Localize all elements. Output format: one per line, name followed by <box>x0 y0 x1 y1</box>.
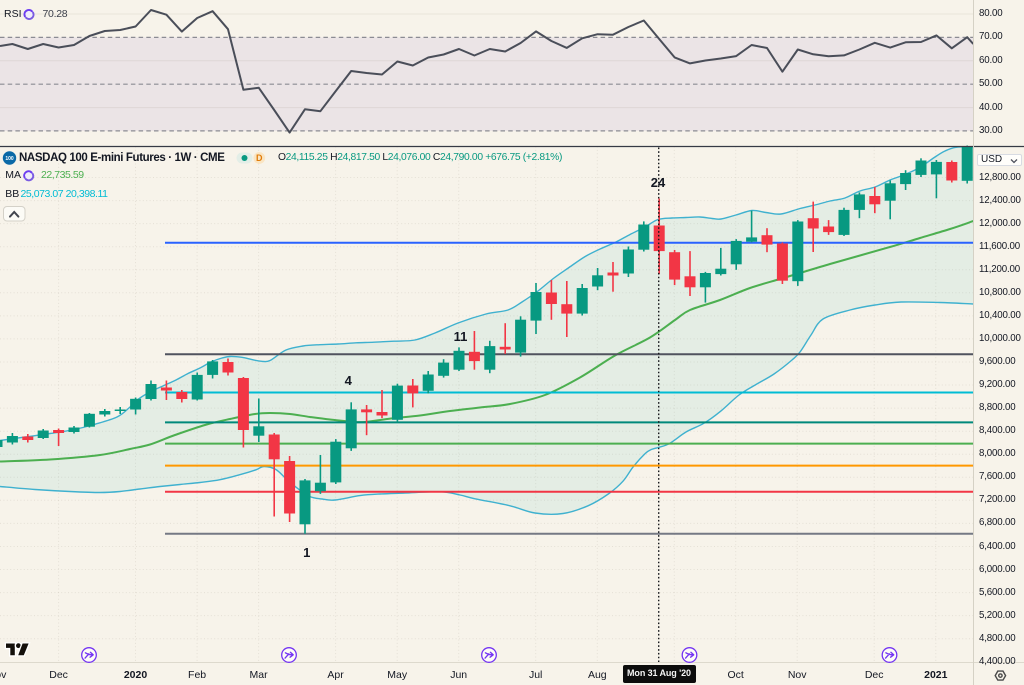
svg-text:D: D <box>256 153 263 163</box>
svg-text:100: 100 <box>5 156 14 162</box>
